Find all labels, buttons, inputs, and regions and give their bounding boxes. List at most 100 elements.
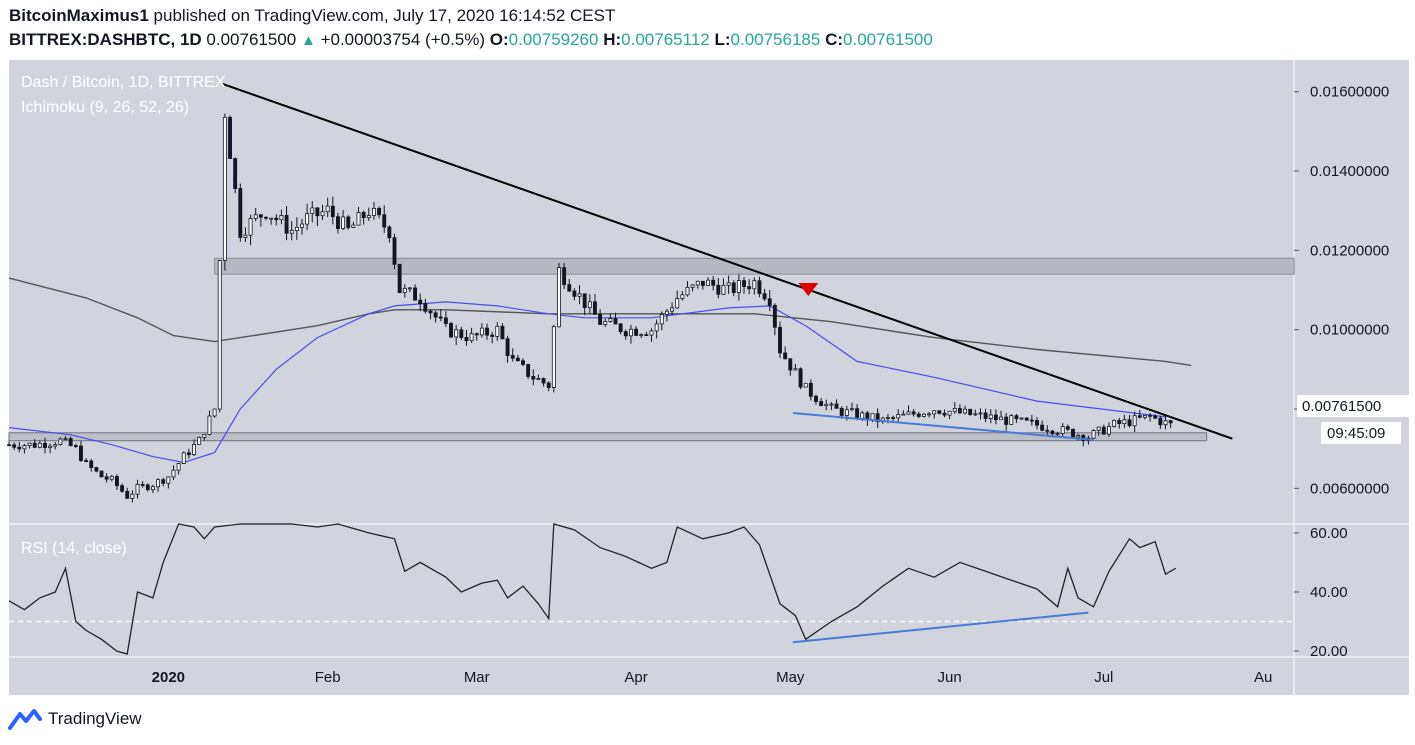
rsi-pane-bg[interactable]: [9, 524, 1294, 657]
candle[interactable]: [551, 326, 556, 388]
red-down-triangle-marker[interactable]: [798, 283, 819, 297]
candle[interactable]: [397, 263, 402, 294]
candle[interactable]: [228, 116, 232, 159]
candle[interactable]: [1091, 430, 1096, 439]
candle[interactable]: [1148, 414, 1153, 417]
candle[interactable]: [706, 279, 710, 286]
price-axis-bg[interactable]: [1294, 60, 1409, 695]
candle[interactable]: [130, 493, 135, 499]
candle[interactable]: [58, 438, 63, 446]
candle[interactable]: [1024, 417, 1029, 421]
candle[interactable]: [731, 282, 736, 293]
candle[interactable]: [521, 360, 525, 365]
candle[interactable]: [839, 407, 844, 416]
candle[interactable]: [258, 214, 263, 218]
candle[interactable]: [587, 301, 592, 309]
candle[interactable]: [834, 403, 839, 409]
candle[interactable]: [104, 476, 109, 480]
candle[interactable]: [618, 323, 623, 333]
candle[interactable]: [1045, 429, 1050, 432]
candle[interactable]: [73, 445, 78, 447]
candle[interactable]: [449, 323, 453, 338]
candle[interactable]: [680, 294, 685, 299]
candle[interactable]: [1122, 419, 1127, 425]
blue-moving-average-line[interactable]: [8, 301, 1166, 464]
candle[interactable]: [356, 212, 361, 226]
candle[interactable]: [346, 216, 351, 228]
candle[interactable]: [577, 293, 582, 297]
candle[interactable]: [125, 490, 130, 499]
candle[interactable]: [464, 337, 469, 342]
candle[interactable]: [772, 304, 777, 328]
candle[interactable]: [166, 476, 171, 484]
candle[interactable]: [1137, 415, 1142, 418]
candle[interactable]: [1107, 426, 1111, 435]
candle[interactable]: [685, 286, 690, 296]
candle[interactable]: [973, 413, 978, 416]
candle[interactable]: [217, 260, 222, 410]
candle[interactable]: [1029, 419, 1034, 422]
candle[interactable]: [474, 333, 479, 336]
candle[interactable]: [53, 444, 58, 447]
candle[interactable]: [79, 445, 83, 461]
candle[interactable]: [567, 284, 572, 292]
candle[interactable]: [192, 444, 196, 456]
candle[interactable]: [325, 205, 330, 213]
candle[interactable]: [628, 328, 633, 337]
candle[interactable]: [222, 116, 227, 261]
candle[interactable]: [1050, 430, 1055, 435]
candle[interactable]: [649, 330, 654, 336]
candle[interactable]: [721, 284, 726, 295]
candle[interactable]: [1060, 426, 1065, 434]
candle[interactable]: [937, 410, 942, 414]
candle[interactable]: [814, 395, 818, 402]
candle[interactable]: [572, 290, 577, 297]
candle[interactable]: [89, 460, 94, 468]
candle[interactable]: [120, 485, 125, 492]
candle[interactable]: [1009, 415, 1014, 425]
candle[interactable]: [371, 207, 376, 216]
candle[interactable]: [803, 382, 808, 388]
candle[interactable]: [860, 412, 865, 419]
candle[interactable]: [469, 333, 474, 342]
rsi-divergence-line[interactable]: [792, 611, 1089, 644]
candle[interactable]: [798, 368, 803, 388]
candle[interactable]: [32, 442, 37, 448]
candle[interactable]: [1035, 420, 1039, 426]
candle[interactable]: [84, 460, 89, 462]
candle[interactable]: [114, 476, 119, 487]
candle[interactable]: [942, 412, 947, 416]
candle[interactable]: [515, 357, 520, 362]
candle[interactable]: [243, 234, 248, 238]
candle[interactable]: [68, 438, 73, 446]
candle[interactable]: [608, 318, 613, 322]
candle[interactable]: [752, 280, 757, 290]
candle[interactable]: [968, 408, 973, 416]
candle[interactable]: [1112, 420, 1117, 427]
candle[interactable]: [330, 205, 335, 218]
candle[interactable]: [654, 323, 659, 332]
candle[interactable]: [366, 215, 371, 219]
candle[interactable]: [12, 444, 17, 448]
candle[interactable]: [1168, 420, 1173, 424]
candle[interactable]: [742, 280, 746, 287]
candle[interactable]: [279, 215, 284, 221]
candle[interactable]: [233, 158, 238, 189]
candle[interactable]: [341, 216, 346, 229]
candle[interactable]: [443, 317, 448, 324]
candle[interactable]: [855, 408, 860, 419]
candle[interactable]: [582, 293, 587, 309]
candle[interactable]: [747, 286, 752, 290]
support-zone[interactable]: [8, 432, 1208, 442]
candle[interactable]: [135, 484, 140, 495]
candle[interactable]: [999, 416, 1003, 421]
price-pane-bg[interactable]: [9, 60, 1294, 524]
candle[interactable]: [202, 434, 207, 438]
candle[interactable]: [310, 207, 315, 214]
candle[interactable]: [1127, 419, 1132, 427]
candle[interactable]: [248, 217, 253, 236]
candle[interactable]: [392, 237, 397, 265]
candle[interactable]: [644, 334, 649, 337]
candle[interactable]: [850, 408, 854, 411]
